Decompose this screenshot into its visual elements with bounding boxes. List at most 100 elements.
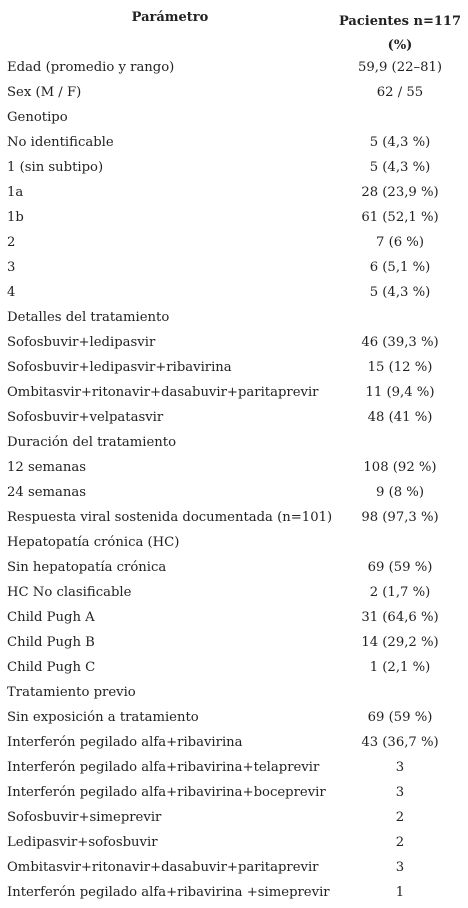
row-value: 2 [395,835,405,850]
row-value: 69 (59 %) [367,560,433,575]
table-row: Genotipo [0,106,468,131]
row-value: 11 (9,4 %) [365,385,435,400]
row-label: Sofosbuvir+ledipasvir+ribavirina [7,360,232,375]
row-value: 62 / 55 [376,85,424,100]
row-value: 14 (29,2 %) [361,635,439,650]
table-row: Ledipasvir+sofosbuvir 2 [0,831,468,856]
row-label: 3 [7,260,16,275]
row-value: 6 (5,1 %) [369,260,431,275]
row-label: 12 semanas [7,460,87,475]
row-label: Sin exposición a tratamiento [7,710,199,725]
parameter-column-header: Parámetro [131,10,209,25]
table-row: Duración del tratamiento [0,431,468,456]
table-row: Sex (M / F) 62 / 55 [0,81,468,106]
row-value: 61 (52,1 %) [361,210,439,225]
row-label: Genotipo [7,110,68,125]
row-label: Child Pugh B [7,635,95,650]
table-row: Ombitasvir+ritonavir+dasabuvir+paritapre… [0,381,468,406]
row-label: Child Pugh C [7,660,96,675]
row-label: Ledipasvir+sofosbuvir [7,835,158,850]
row-label: Interferón pegilado alfa+ribavirina+boce… [7,785,326,800]
row-label: 4 [7,285,16,300]
row-label: Sin hepatopatía crónica [7,560,167,575]
row-value: 98 (97,3 %) [361,510,439,525]
row-value: 3 [395,785,405,800]
table-row: Interferón pegilado alfa+ribavirina +sim… [0,881,468,906]
table-row: Child Pugh C 1 (2,1 %) [0,656,468,681]
row-value: 7 (6 %) [376,235,424,250]
row-value: 69 (59 %) [367,710,433,725]
row-label: Tratamiento previo [7,685,136,700]
row-label: Ombitasvir+ritonavir+dasabuvir+paritapre… [7,860,319,875]
table-row: No identificable 5 (4,3 %) [0,131,468,156]
row-value: 9 (8 %) [376,485,424,500]
row-label: Sofosbuvir+velpatasvir [7,410,164,425]
row-value: 2 (1,7 %) [369,585,431,600]
row-value: 108 (92 %) [363,460,437,475]
row-label: HC No clasificable [7,585,132,600]
table-row: Sin exposición a tratamiento 69 (59 %) [0,706,468,731]
row-value: 59,9 (22–81) [358,60,442,75]
table-row: Child Pugh A 31 (64,6 %) [0,606,468,631]
row-label: 24 semanas [7,485,87,500]
table-row: Edad (promedio y rango) 59,9 (22–81) [0,56,468,81]
table-row: HC No clasificable 2 (1,7 %) [0,581,468,606]
row-value: 48 (41 %) [367,410,433,425]
row-label: Edad (promedio y rango) [7,60,175,75]
patients-header-line2: (%) [387,38,413,53]
table-body: Edad (promedio y rango) 59,9 (22–81) Sex (… [0,56,468,906]
row-value: 43 (36,7 %) [361,735,439,750]
table-row: 3 6 (5,1 %) [0,256,468,281]
table-row: Sofosbuvir+ledipasvir+ribavirina 15 (12 %… [0,356,468,381]
row-value: 31 (64,6 %) [361,610,439,625]
row-value: 5 (4,3 %) [369,285,431,300]
row-label: Sofosbuvir+ledipasvir [7,335,156,350]
table-row: 2 7 (6 %) [0,231,468,256]
table-row: 1 (sin subtipo) 5 (4,3 %) [0,156,468,181]
row-value: 2 [395,810,405,825]
table-row: Sofosbuvir+velpatasvir 48 (41 %) [0,406,468,431]
row-label: Sex (M / F) [7,85,82,100]
table-row: Ombitasvir+ritonavir+dasabuvir+paritapre… [0,856,468,881]
patients-column-header: Pacientes n=117 (%) [332,10,468,58]
row-value: 3 [395,760,405,775]
table-row: Child Pugh B 14 (29,2 %) [0,631,468,656]
row-label: 1a [7,185,24,200]
row-value: 1 [395,885,405,900]
table-row: 1b 61 (52,1 %) [0,206,468,231]
row-value: 5 (4,3 %) [369,160,431,175]
row-label: Child Pugh A [7,610,95,625]
table-row: Detalles del tratamiento [0,306,468,331]
table-row: Hepatopatía crónica (HC) [0,531,468,556]
row-label: Duración del tratamiento [7,435,177,450]
table-row: 4 5 (4,3 %) [0,281,468,306]
table-row: Respuesta viral sostenida documentada (n… [0,506,468,531]
table-row: Tratamiento previo [0,681,468,706]
row-value: 5 (4,3 %) [369,135,431,150]
table-row: Sofosbuvir+simeprevir 2 [0,806,468,831]
table-row: Interferón pegilado alfa+ribavirina+boce… [0,781,468,806]
patients-header-line1: Pacientes n=117 [338,14,462,29]
row-label: Detalles del tratamiento [7,310,170,325]
row-label: No identificable [7,135,114,150]
row-value: 46 (39,3 %) [361,335,439,350]
row-value: 15 (12 %) [367,360,433,375]
table-row: 1a 28 (23,9 %) [0,181,468,206]
row-label: Interferón pegilado alfa+ribavirina +sim… [7,885,330,900]
row-label: 1 (sin subtipo) [7,160,104,175]
row-label: 1b [7,210,24,225]
table-row: Sin hepatopatía crónica 69 (59 %) [0,556,468,581]
table-row: 12 semanas 108 (92 %) [0,456,468,481]
row-value: 28 (23,9 %) [361,185,439,200]
row-label: Interferón pegilado alfa+ribavirina+tela… [7,760,320,775]
row-value: 3 [395,860,405,875]
row-label: Ombitasvir+ritonavir+dasabuvir+paritapre… [7,385,319,400]
table-row: Sofosbuvir+ledipasvir 46 (39,3 %) [0,331,468,356]
table-row: 24 semanas 9 (8 %) [0,481,468,506]
row-label: 2 [7,235,16,250]
table-header: Parámetro Pacientes n=117 (%) [0,0,468,56]
row-label: Sofosbuvir+simeprevir [7,810,162,825]
row-label: Interferón pegilado alfa+ribavirina [7,735,243,750]
row-value: 1 (2,1 %) [369,660,431,675]
